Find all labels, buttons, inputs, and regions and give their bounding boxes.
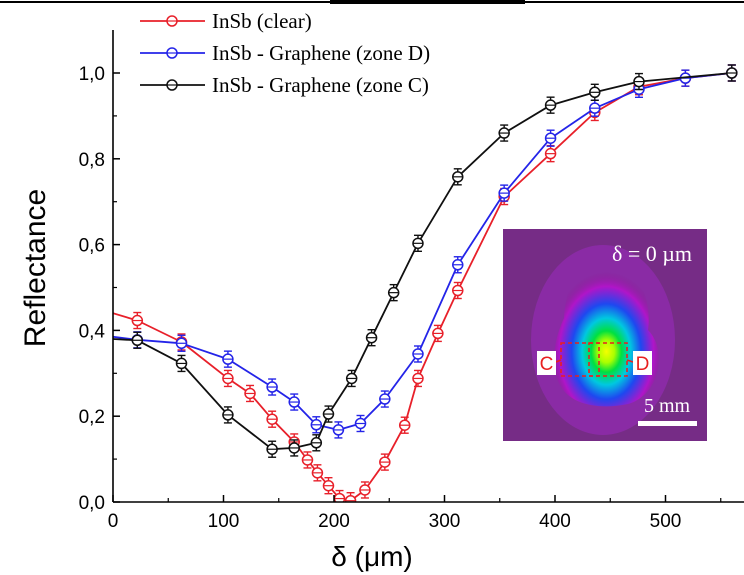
title-remnant: [330, 0, 525, 4]
inset-c-connector: [555, 359, 562, 363]
series-layer: [113, 64, 738, 502]
y-tick-label: 0,0: [79, 493, 105, 514]
series-line: [113, 72, 732, 451]
inset-scale-bar: [638, 421, 697, 426]
ticks-layer: 0 100 200 300 400 500 0,0 0,2 0,4 0,6 0,8 1,0: [79, 64, 722, 532]
y-tick-label: 1,0: [79, 64, 105, 85]
y-tick-label: 0,4: [79, 321, 106, 342]
x-tick-label: 100: [208, 511, 240, 532]
series-line: [113, 72, 732, 431]
legend-label: InSb (clear): [212, 9, 312, 33]
y-tick-label: 0,2: [79, 407, 105, 428]
inset-annotation: δ = 0 µm: [612, 241, 692, 266]
series-3: [113, 64, 738, 458]
x-tick-label: 200: [318, 511, 350, 532]
legend: InSb (clear) InSb - Graphene (zone D) InSb…: [140, 9, 430, 97]
x-tick-label: 300: [429, 511, 461, 532]
y-tick-label: 0,8: [79, 150, 105, 171]
y-axis-title: Reflectance: [19, 189, 52, 347]
inset-label-c: C: [540, 354, 554, 375]
inset-beam-spot: [553, 262, 659, 407]
inset-scale-label: 5 mm: [644, 395, 691, 417]
legend-label: InSb - Graphene (zone C): [212, 73, 429, 97]
x-tick-label: 400: [539, 511, 571, 532]
legend-label: InSb - Graphene (zone D): [212, 41, 430, 65]
inset-label-d: D: [636, 354, 650, 375]
x-tick-label: 500: [650, 511, 682, 532]
x-axis-title: δ (μm): [331, 541, 412, 572]
x-tick-label: 0: [108, 511, 119, 532]
inset-label-d-box: [633, 351, 652, 375]
y-tick-label: 0,6: [79, 236, 105, 257]
inset-d-connector: [626, 359, 634, 363]
beam-profile-inset: δ = 0 µm C D 5 mm: [503, 229, 707, 441]
inset-label-c-box: [537, 351, 556, 375]
